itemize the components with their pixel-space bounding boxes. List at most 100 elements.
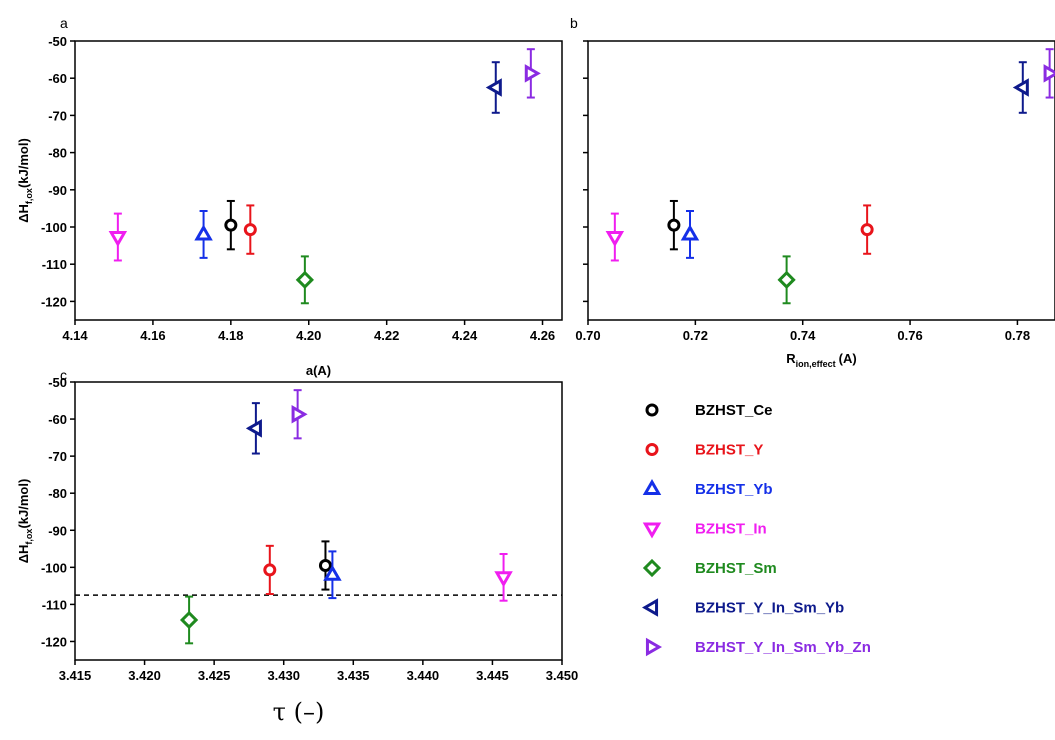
marker — [1012, 78, 1029, 97]
legend-marker — [645, 637, 663, 657]
x-tick-label: 4.20 — [296, 328, 321, 343]
data-point — [263, 544, 277, 596]
legend: BZHST_Ce BZHST_Y BZHST_Yb BZHST_In BZHST_Sm B… — [641, 402, 871, 657]
legend-item: BZHST_Ce — [645, 402, 773, 419]
marker — [680, 224, 700, 241]
legend-label: BZHST_Sm — [695, 560, 777, 577]
plot-frame — [74, 40, 563, 321]
x-tick-label: 0.74 — [790, 328, 816, 343]
y-tick-label: -50 — [48, 375, 67, 390]
marker — [194, 224, 213, 241]
y-axis-label: ΔHf,ox(kJ/mol) — [16, 479, 34, 564]
panel-letter: b — [570, 15, 578, 31]
legend-marker — [641, 598, 659, 617]
y-tick-label: -90 — [48, 523, 67, 538]
legend-item: BZHST_Y_In_Sm_Yb_Zn — [645, 637, 871, 657]
data-point — [524, 48, 541, 99]
panel-c: c 3.415 3.420 3.425 3.430 3.435 3.440 3.445 3.45… — [16, 367, 578, 726]
x-tick-label: 0.70 — [575, 328, 600, 343]
legend-label: BZHST_In — [695, 521, 767, 538]
data-point — [108, 212, 128, 262]
data-point — [224, 199, 238, 251]
x-tick-label: 3.430 — [267, 668, 300, 683]
x-tick-label: 4.24 — [452, 328, 478, 343]
legend-label: BZHST_Y_In_Sm_Yb — [695, 600, 844, 617]
panel-letter: a — [60, 15, 68, 31]
x-tick-label: 4.14 — [62, 328, 88, 343]
x-axis-label: Rion,effect (A) — [786, 351, 856, 369]
x-tick-label: 4.26 — [530, 328, 555, 343]
legend-item: BZHST_Yb — [642, 478, 773, 498]
data-point — [243, 204, 257, 255]
data-point — [179, 595, 199, 645]
x-tick-label: 3.445 — [476, 668, 509, 683]
marker — [524, 64, 541, 83]
data-point — [194, 210, 213, 259]
marker — [1043, 64, 1055, 83]
marker — [485, 78, 502, 97]
panel-b: b 0.70 0.72 0.74 0.76 0.78 Rion,effect (A) — [570, 15, 1055, 369]
data-point — [777, 255, 796, 305]
x-tick-label: 4.22 — [374, 328, 399, 343]
y-tick-label: -90 — [48, 183, 67, 198]
x-tick-label: 3.450 — [546, 668, 579, 683]
x-tick-label: 3.420 — [128, 668, 161, 683]
data-point — [680, 210, 700, 259]
x-axis-label: τ (–) — [273, 698, 325, 726]
y-tick-label: -110 — [42, 257, 67, 272]
data-point — [291, 389, 308, 440]
data-point — [318, 540, 332, 591]
marker — [179, 610, 199, 630]
legend-label: BZHST_Y — [695, 442, 763, 459]
data-point — [323, 550, 342, 600]
y-axis-label: ΔHf,ox(kJ/mol) — [16, 138, 34, 223]
y-tick-label: -80 — [48, 486, 67, 501]
plot-frame — [74, 381, 563, 661]
panel-a: a 4.14 4.16 4.18 4.20 4.22 4.24 4.26 -50 -60 -70 -8… — [16, 15, 563, 378]
y-tick-label: -70 — [48, 449, 67, 464]
marker — [243, 223, 257, 237]
y-tick-label: -100 — [41, 220, 67, 235]
plot-frame — [587, 40, 1055, 321]
x-tick-label: 3.415 — [59, 668, 92, 683]
data-point — [485, 61, 502, 114]
legend-label: BZHST_Yb — [695, 481, 773, 498]
data-point — [1043, 48, 1055, 99]
marker — [605, 230, 625, 248]
x-tick-label: 0.76 — [897, 328, 922, 343]
x-tick-label: 0.72 — [683, 328, 708, 343]
y-tick-label: -70 — [48, 108, 67, 123]
legend-label: BZHST_Ce — [695, 402, 773, 419]
data-point — [860, 204, 874, 255]
legend-marker — [642, 558, 662, 578]
x-tick-label: 4.18 — [218, 328, 243, 343]
legend-marker — [642, 478, 662, 496]
marker — [291, 405, 308, 424]
marker — [263, 563, 277, 577]
panel-letter: c — [60, 367, 67, 383]
x-tick-label: 0.78 — [1005, 328, 1030, 343]
marker — [777, 270, 796, 289]
marker — [295, 270, 314, 289]
data-point — [295, 255, 314, 305]
legend-item: BZHST_In — [642, 521, 767, 539]
y-tick-label: -80 — [48, 146, 67, 161]
y-tick-label: -120 — [41, 634, 67, 649]
marker — [323, 564, 342, 581]
legend-item: BZHST_Y — [645, 442, 763, 459]
marker — [108, 230, 128, 248]
y-tick-label: -60 — [48, 412, 67, 427]
x-tick-label: 3.425 — [198, 668, 231, 683]
legend-marker — [645, 403, 659, 417]
marker — [318, 558, 332, 572]
y-tick-label: -120 — [41, 294, 67, 309]
y-tick-label: -100 — [41, 560, 67, 575]
y-tick-label: -60 — [48, 71, 67, 86]
x-tick-label: 3.435 — [337, 668, 370, 683]
legend-marker — [642, 522, 662, 539]
data-point — [494, 552, 513, 602]
data-point — [245, 402, 262, 455]
legend-item: BZHST_Sm — [642, 558, 777, 578]
marker — [245, 419, 262, 438]
